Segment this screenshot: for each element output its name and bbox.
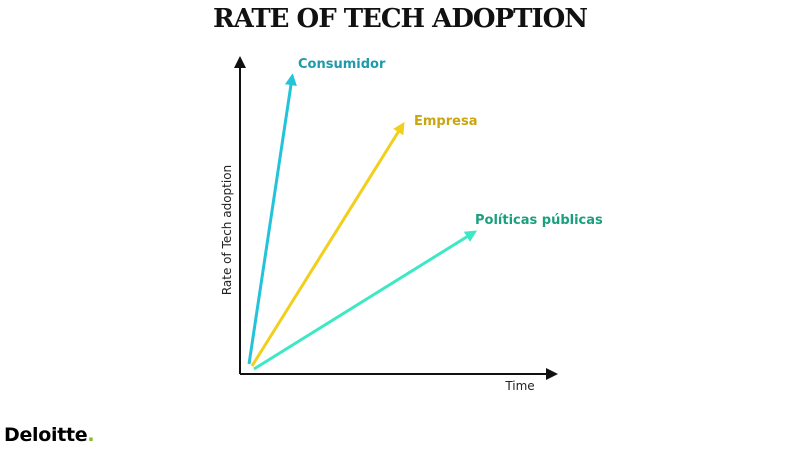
empresa-arrow (250, 121, 405, 367)
brand-name: Deloitte (4, 424, 88, 446)
empresa-label: Empresa (414, 114, 477, 129)
chart-title: RATE OF TECH ADOPTION (212, 4, 588, 34)
politicas-label: Políticas públicas (475, 213, 603, 228)
consumidor-label: Consumidor (298, 57, 386, 72)
politicas-arrow (253, 230, 478, 371)
y-axis-label: Rate of Tech adoption (220, 165, 234, 295)
deloitte-logo: Deloitte. (4, 424, 95, 446)
brand-dot: . (87, 424, 95, 446)
consumidor-arrow (247, 73, 297, 365)
adoption-diagram: Rate of Tech adoption Time Consumidor Em… (220, 56, 603, 393)
x-axis-label: Time (504, 379, 534, 393)
